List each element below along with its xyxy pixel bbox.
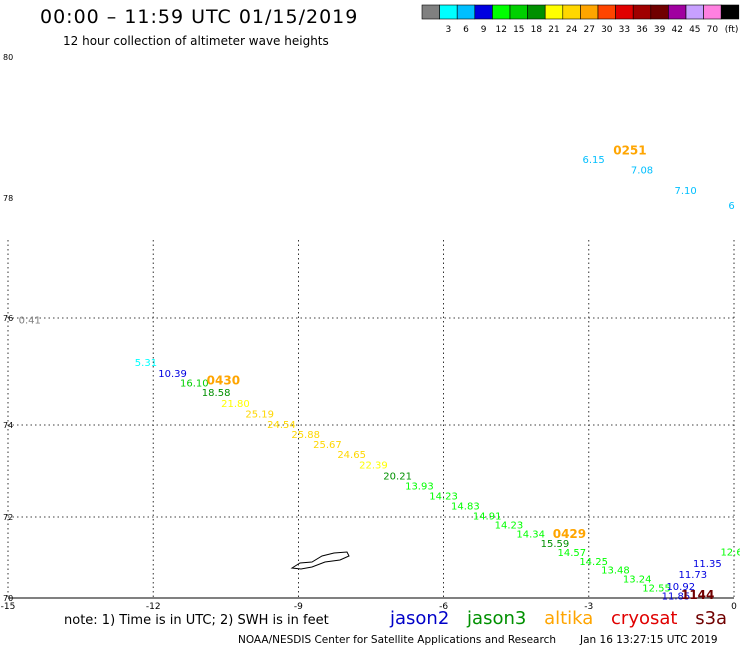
wave-height-label: 24.65 bbox=[337, 450, 366, 461]
color-scale-legend: 3 6 9 12 15 18 21 24 27 30 33 36 39 42 45 70 (ft) bbox=[421, 4, 740, 35]
pass-time-label: 0430 bbox=[207, 373, 240, 387]
wave-height-label: 14.57 bbox=[558, 548, 587, 559]
latitude-tick-label: 76 bbox=[3, 314, 13, 323]
wave-height-label: 21.80 bbox=[221, 399, 250, 410]
wave-height-label: 15.59 bbox=[541, 539, 570, 550]
wave-height-label: 20.21 bbox=[383, 471, 412, 482]
wave-height-label: 12.6 bbox=[720, 547, 740, 558]
wave-height-label: 14.83 bbox=[451, 502, 480, 513]
chart-subtitle: 12 hour collection of altimeter wave hei… bbox=[63, 34, 329, 48]
wave-height-label: 25.67 bbox=[313, 440, 342, 451]
pass-time-label: 0429 bbox=[553, 527, 586, 541]
wave-height-label: 14.34 bbox=[516, 529, 545, 540]
wave-height-label: 7.10 bbox=[674, 186, 696, 197]
wave-height-label: 22.39 bbox=[359, 461, 388, 472]
wave-height-label: 14.91 bbox=[473, 511, 502, 522]
wave-height-label: 25.88 bbox=[291, 430, 320, 441]
wave-height-label: 6 bbox=[728, 201, 734, 212]
scale-label: 15 bbox=[513, 25, 524, 35]
latitude-tick-label: 78 bbox=[3, 194, 13, 203]
wave-height-label: 13.24 bbox=[623, 575, 652, 586]
credit-text: NOAA/NESDIS Center for Satellite Applica… bbox=[238, 634, 556, 646]
wave-height-label: 14.25 bbox=[579, 557, 608, 568]
scale-label: 3 bbox=[446, 25, 452, 35]
scale-label: 18 bbox=[531, 25, 543, 35]
satellite-legend: jason2 jason3 altika cryosat s3a bbox=[390, 608, 739, 629]
jan-mayen-island-outline bbox=[290, 551, 350, 570]
longitude-tick-label: -12 bbox=[146, 602, 161, 612]
longitude-tick-label: -15 bbox=[1, 602, 16, 612]
scale-label: 39 bbox=[654, 25, 666, 35]
longitude-tick-label: -9 bbox=[294, 602, 303, 612]
wave-height-label: 24.54 bbox=[267, 420, 296, 431]
pass-time-label: 0251 bbox=[613, 143, 646, 157]
wave-height-label: 18.58 bbox=[202, 388, 231, 399]
scale-swatch bbox=[720, 4, 740, 20]
wave-height-label: 7.08 bbox=[631, 165, 653, 176]
longitude-tick-label: 0 bbox=[731, 602, 737, 612]
wave-height-label: 10.92 bbox=[666, 582, 695, 593]
longitude-tick-label: -3 bbox=[584, 602, 593, 612]
wave-height-label: 13.48 bbox=[601, 566, 630, 577]
footer-note: note: 1) Time is in UTC; 2) SWH is in fe… bbox=[64, 613, 329, 628]
wave-height-label: 25.19 bbox=[245, 410, 274, 421]
scale-label: 9 bbox=[481, 25, 487, 35]
wave-height-label: 0.41 bbox=[19, 315, 41, 326]
wave-height-label: 5.31 bbox=[135, 358, 157, 369]
scale-label: 12 bbox=[495, 25, 506, 35]
longitude-tick-label: -6 bbox=[439, 602, 448, 612]
wave-height-label: 14.23 bbox=[429, 492, 458, 503]
latitude-tick-label: 80 bbox=[3, 53, 13, 62]
scale-label: 33 bbox=[619, 25, 630, 35]
scale-label: 70 bbox=[707, 25, 719, 35]
legend-s3a: s3a bbox=[695, 608, 728, 629]
latitude-tick-label: 72 bbox=[3, 513, 13, 522]
wave-height-label: 14.23 bbox=[495, 520, 524, 531]
wave-height-label: 6.15 bbox=[583, 155, 605, 166]
wave-height-label: 11.85 bbox=[662, 592, 691, 603]
scale-label: 36 bbox=[636, 25, 648, 35]
wave-height-label: 12.55 bbox=[642, 584, 671, 595]
wave-height-label: 16.10 bbox=[180, 378, 209, 389]
wave-height-label: 10.39 bbox=[158, 369, 187, 380]
scale-label: 24 bbox=[566, 25, 578, 35]
legend-jason3: jason3 bbox=[467, 608, 527, 629]
chart-title: 00:00 – 11:59 UTC 01/15/2019 bbox=[40, 6, 359, 28]
wave-height-label: 13.93 bbox=[405, 481, 434, 492]
legend-jason2: jason2 bbox=[390, 608, 450, 629]
scale-label: 27 bbox=[583, 25, 594, 35]
scale-label: 21 bbox=[548, 25, 559, 35]
wave-height-label: 11.73 bbox=[679, 570, 708, 581]
latitude-tick-label: 74 bbox=[3, 421, 13, 430]
scale-label: 6 bbox=[463, 25, 469, 35]
scale-label: 30 bbox=[601, 25, 613, 35]
generation-timestamp: Jan 16 13:27:15 UTC 2019 bbox=[580, 634, 718, 646]
legend-altika: altika bbox=[544, 608, 594, 629]
scale-unit: (ft) bbox=[725, 25, 739, 35]
legend-cryosat: cryosat bbox=[611, 608, 678, 629]
scale-label: 42 bbox=[671, 25, 682, 35]
pass-time-label: 1144 bbox=[681, 588, 714, 602]
wave-height-label: 11.35 bbox=[693, 559, 722, 570]
scale-label: 45 bbox=[689, 25, 700, 35]
